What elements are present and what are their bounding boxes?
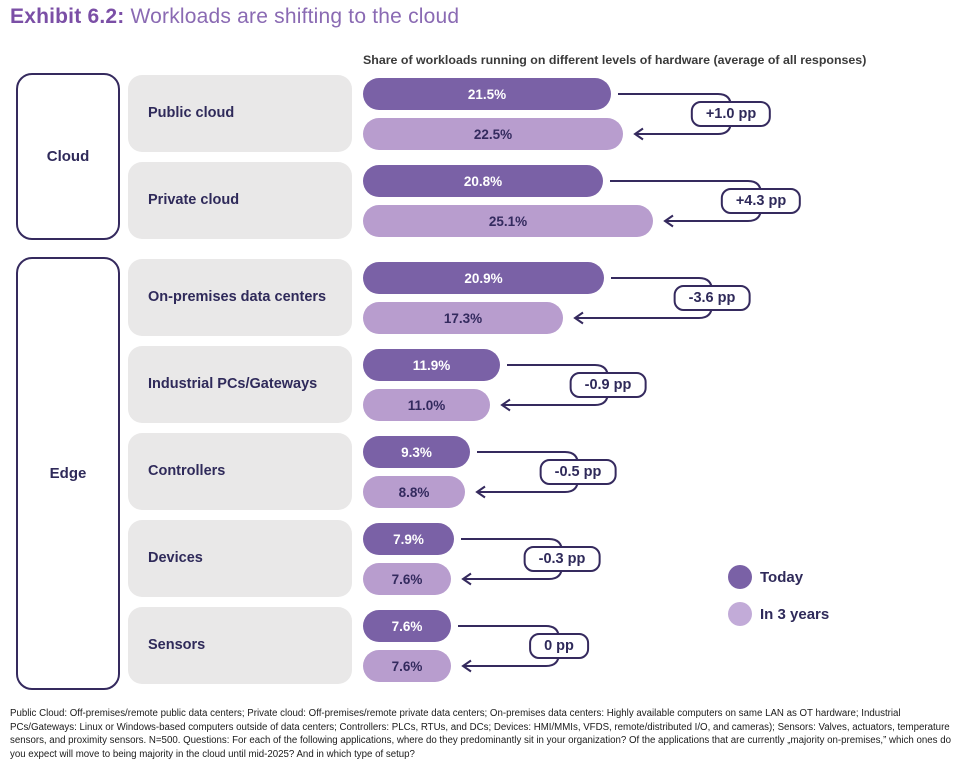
category-label: Devices	[148, 550, 203, 567]
category-box: Devices	[128, 520, 352, 597]
category-box: Industrial PCs/Gateways	[128, 346, 352, 423]
bar-value-label: 11.9%	[412, 357, 451, 373]
category-box: Sensors	[128, 607, 352, 684]
exhibit-title-text: Workloads are shifting to the cloud	[130, 5, 460, 28]
arrowhead-icon	[461, 659, 472, 673]
bar-value-label: 17.3%	[443, 310, 483, 326]
delta-badge: -0.9 pp	[569, 372, 647, 398]
bar-today: 7.9%	[363, 523, 454, 555]
exhibit-number: Exhibit 6.2:	[10, 5, 125, 28]
legend-item-in3years: In 3 years	[728, 602, 829, 626]
bar-value-label: 21.5%	[467, 86, 507, 102]
category-box: Controllers	[128, 433, 352, 510]
group-bracket-edge: Edge	[16, 257, 120, 690]
delta-badge: -0.3 pp	[523, 546, 601, 572]
bar-value-label: 11.0%	[407, 397, 446, 413]
arrowhead-icon	[663, 214, 674, 228]
category-label: Private cloud	[148, 192, 240, 209]
delta-badge: 0 pp	[529, 633, 589, 659]
bar-value-label: 9.3%	[401, 444, 432, 460]
bar-value-label: 7.6%	[391, 571, 423, 587]
group-label-edge: Edge	[49, 465, 87, 482]
arrowhead-icon	[461, 572, 472, 586]
delta-badge: -0.5 pp	[539, 459, 617, 485]
bar-value-label: 20.9%	[464, 270, 503, 286]
bar-in3years: 25.1%	[363, 205, 653, 237]
category-label: Public cloud	[148, 105, 235, 122]
category-label: Sensors	[148, 637, 206, 654]
bar-value-label: 7.6%	[391, 618, 423, 634]
arrowhead-icon	[633, 127, 644, 141]
bar-today: 21.5%	[363, 78, 611, 110]
bar-value-label: 7.9%	[393, 531, 424, 547]
legend-label-in3years: In 3 years	[760, 605, 830, 623]
bar-in3years: 7.6%	[363, 563, 451, 595]
bar-today: 20.9%	[363, 262, 604, 294]
exhibit-title: Exhibit 6.2: Workloads are shifting to t…	[10, 5, 459, 29]
legend-label-today: Today	[760, 568, 804, 586]
category-label: Controllers	[148, 463, 226, 480]
bar-in3years: 8.8%	[363, 476, 465, 508]
bar-today: 7.6%	[363, 610, 451, 642]
arrowhead-icon	[500, 398, 511, 412]
category-label: On-premises data centers	[148, 289, 327, 306]
bar-today: 20.8%	[363, 165, 603, 197]
legend-swatch-in3years-icon	[728, 602, 752, 626]
delta-badge: +4.3 pp	[720, 188, 802, 214]
category-box: Private cloud	[128, 162, 352, 239]
bar-value-label: 20.8%	[463, 173, 503, 189]
bar-value-label: 8.8%	[398, 484, 430, 500]
delta-badge: -3.6 pp	[673, 285, 751, 311]
group-bracket-cloud: Cloud	[16, 73, 120, 240]
group-label-cloud: Cloud	[46, 148, 90, 165]
arrowhead-icon	[475, 485, 486, 499]
legend-item-today: Today	[728, 565, 803, 589]
bar-in3years: 17.3%	[363, 302, 563, 334]
bar-value-label: 25.1%	[488, 213, 528, 229]
chart-subtitle: Share of workloads running on different …	[363, 53, 867, 67]
bar-in3years: 7.6%	[363, 650, 451, 682]
legend-swatch-today-icon	[728, 565, 752, 589]
bar-value-label: 7.6%	[391, 658, 423, 674]
bar-in3years: 22.5%	[363, 118, 623, 150]
bar-in3years: 11.0%	[363, 389, 490, 421]
category-box: On-premises data centers	[128, 259, 352, 336]
category-label: Industrial PCs/Gateways	[148, 376, 318, 393]
bar-today: 9.3%	[363, 436, 470, 468]
bar-today: 11.9%	[363, 349, 500, 381]
arrowhead-icon	[573, 311, 584, 325]
category-box: Public cloud	[128, 75, 352, 152]
footnote: Public Cloud: Off-premises/remote public…	[10, 708, 951, 760]
bar-value-label: 22.5%	[473, 126, 513, 142]
delta-badge: +1.0 pp	[690, 101, 772, 127]
